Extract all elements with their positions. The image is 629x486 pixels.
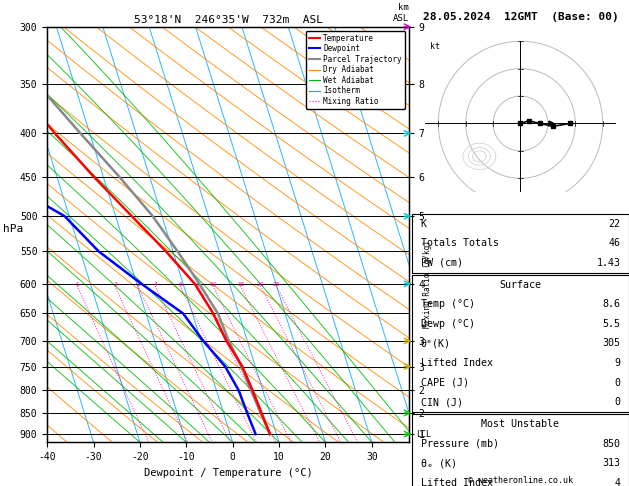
Text: Lifted Index: Lifted Index	[421, 358, 493, 368]
Text: Most Unstable: Most Unstable	[481, 419, 560, 429]
Text: km
ASL: km ASL	[392, 3, 409, 22]
Text: 0: 0	[615, 397, 620, 407]
Text: 8.6: 8.6	[603, 299, 620, 309]
Text: 28.05.2024  12GMT  (Base: 00): 28.05.2024 12GMT (Base: 00)	[423, 12, 619, 22]
Text: Pressure (mb): Pressure (mb)	[421, 438, 499, 449]
Text: 305: 305	[603, 338, 620, 348]
Text: 4: 4	[615, 478, 620, 486]
Text: CAPE (J): CAPE (J)	[421, 378, 469, 387]
Text: 5.5: 5.5	[603, 319, 620, 329]
Text: 25: 25	[273, 282, 281, 287]
Text: 8: 8	[197, 282, 201, 287]
Text: 9: 9	[615, 358, 620, 368]
Text: θᵉ(K): θᵉ(K)	[421, 338, 450, 348]
Legend: Temperature, Dewpoint, Parcel Trajectory, Dry Adiabat, Wet Adiabat, Isotherm, Mi: Temperature, Dewpoint, Parcel Trajectory…	[306, 31, 405, 109]
Text: Dewp (°C): Dewp (°C)	[421, 319, 475, 329]
Text: 2: 2	[113, 282, 117, 287]
Text: 22: 22	[608, 219, 620, 228]
Text: 6: 6	[179, 282, 182, 287]
Text: Surface: Surface	[499, 279, 542, 290]
Text: kt: kt	[430, 42, 440, 52]
Text: 15: 15	[237, 282, 245, 287]
Text: PW (cm): PW (cm)	[421, 258, 463, 268]
Bar	[412, 414, 629, 486]
Text: 4: 4	[153, 282, 157, 287]
Title: 53°18'N  246°35'W  732m  ASL: 53°18'N 246°35'W 732m ASL	[133, 15, 323, 25]
Text: LCL: LCL	[416, 430, 431, 438]
Text: K: K	[421, 219, 426, 228]
Text: 46: 46	[608, 238, 620, 248]
Text: 313: 313	[603, 458, 620, 468]
Text: 20: 20	[257, 282, 265, 287]
Text: 1.43: 1.43	[596, 258, 620, 268]
Y-axis label: hPa: hPa	[3, 225, 23, 235]
Text: CIN (J): CIN (J)	[421, 397, 463, 407]
Bar	[412, 214, 629, 273]
Text: 3: 3	[136, 282, 140, 287]
Text: Totals Totals: Totals Totals	[421, 238, 499, 248]
Text: 10: 10	[209, 282, 218, 287]
Text: 1: 1	[75, 282, 79, 287]
Text: Mixing Ratio (g/kg): Mixing Ratio (g/kg)	[423, 241, 432, 329]
X-axis label: Dewpoint / Temperature (°C): Dewpoint / Temperature (°C)	[143, 468, 313, 478]
Text: 850: 850	[603, 438, 620, 449]
Text: © weatheronline.co.uk: © weatheronline.co.uk	[468, 476, 573, 485]
Bar	[412, 275, 629, 412]
Text: 0: 0	[615, 378, 620, 387]
Text: θₑ (K): θₑ (K)	[421, 458, 457, 468]
Text: Lifted Index: Lifted Index	[421, 478, 493, 486]
Text: Temp (°C): Temp (°C)	[421, 299, 475, 309]
